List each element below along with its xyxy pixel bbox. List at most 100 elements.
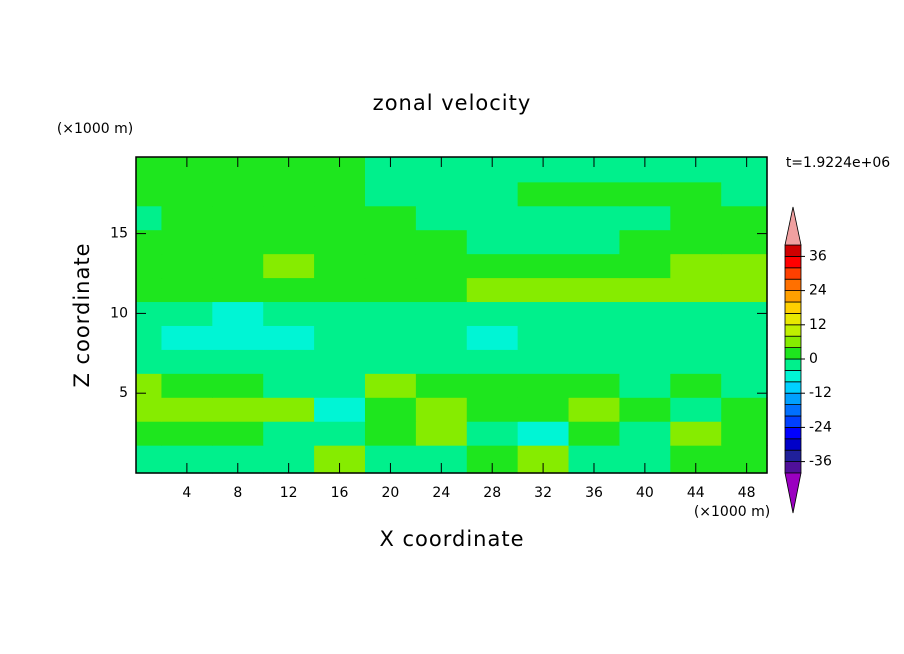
- contour-cell: [568, 373, 621, 398]
- contour-cell: [415, 301, 468, 326]
- contour-cell: [568, 181, 621, 207]
- contour-cell: [517, 253, 570, 279]
- contour-cell: [212, 181, 264, 207]
- contour-cell: [314, 421, 366, 446]
- contour-cell: [517, 205, 570, 231]
- contour-cell: [568, 349, 621, 374]
- contour-cell: [136, 181, 163, 207]
- contour-cell: [212, 205, 264, 231]
- colorbar-band: [784, 335, 802, 349]
- x-tick-label: 28: [483, 485, 501, 501]
- contour-cell: [670, 397, 722, 422]
- contour-cell: [619, 301, 671, 326]
- contour-cell: [263, 349, 315, 374]
- contour-cell: [263, 181, 315, 207]
- colorbar-band: [784, 404, 802, 417]
- contour-cell: [161, 205, 213, 231]
- contour-cell: [619, 397, 671, 422]
- colorbar-band: [784, 369, 802, 383]
- y-tick-label: 5: [119, 385, 128, 401]
- contour-cell: [212, 325, 264, 350]
- contour-cell: [466, 301, 519, 326]
- contour-cell: [415, 349, 468, 374]
- contour-cell: [263, 205, 315, 231]
- contour-cell: [161, 349, 213, 374]
- contour-cell: [721, 277, 768, 303]
- contour-cell: [364, 421, 417, 446]
- contour-cell: [721, 157, 768, 183]
- contour-cell: [364, 349, 417, 374]
- colorbar-band: [784, 347, 802, 360]
- contour-cell: [670, 253, 722, 279]
- contour-cell: [670, 325, 722, 350]
- contour-cell: [517, 229, 570, 255]
- contour-cell: [568, 325, 621, 350]
- contour-cell: [466, 421, 519, 446]
- contour-cell: [364, 181, 417, 207]
- contour-cell: [415, 397, 468, 422]
- contour-cell: [136, 325, 163, 350]
- contour-cell: [466, 205, 519, 231]
- contour-cell: [314, 253, 366, 279]
- contour-cell: [466, 349, 519, 374]
- colorbar-band: [784, 449, 802, 463]
- contour-cell: [517, 277, 570, 303]
- contour-cell: [314, 205, 366, 231]
- contour-cell: [517, 301, 570, 326]
- contour-cell: [212, 301, 264, 326]
- contour-cell: [721, 325, 768, 350]
- contour-cell: [263, 301, 315, 326]
- contour-cell: [568, 397, 621, 422]
- colorbar-band: [784, 426, 802, 440]
- colorbar-tick-label: 24: [809, 283, 827, 299]
- contour-cell: [619, 253, 671, 279]
- colorbar-band: [784, 358, 802, 371]
- colorbar-tick-label: 0: [809, 351, 818, 367]
- contour-cell: [466, 253, 519, 279]
- colorbar-tick-label: 12: [809, 317, 827, 333]
- contour-cell: [568, 421, 621, 446]
- colorbar-over: [784, 206, 802, 246]
- x-axis-label: X coordinate: [379, 527, 524, 551]
- contour-cell: [136, 157, 163, 183]
- contour-cell: [314, 301, 366, 326]
- contour-cell: [136, 253, 163, 279]
- contour-cell: [212, 229, 264, 255]
- x-tick-label: 20: [382, 485, 400, 501]
- contour-cell: [721, 421, 768, 446]
- colorbar-band: [784, 255, 802, 269]
- y-tick-label: 10: [110, 305, 128, 321]
- contour-cell: [364, 325, 417, 350]
- contour-cell: [314, 397, 366, 422]
- contour-cell: [721, 349, 768, 374]
- x-tick-label: 4: [182, 485, 191, 501]
- contour-cell: [314, 349, 366, 374]
- contour-cell: [517, 325, 570, 350]
- contour-cell: [136, 373, 163, 398]
- contour-cell: [619, 205, 671, 231]
- x-tick-label: 48: [738, 485, 756, 501]
- contour-cell: [263, 325, 315, 350]
- contour-cell: [263, 421, 315, 446]
- colorbar-band: [784, 267, 802, 280]
- contour-cell: [364, 397, 417, 422]
- contour-cell: [466, 181, 519, 207]
- x-tick-label: 32: [534, 485, 552, 501]
- contour-cell: [721, 205, 768, 231]
- contour-cell: [263, 373, 315, 398]
- contour-cell: [466, 373, 519, 398]
- contour-cell: [364, 253, 417, 279]
- contour-cell: [721, 373, 768, 398]
- time-label: t=1.9224e+06: [786, 155, 890, 171]
- contour-cell: [466, 229, 519, 255]
- contour-cell: [568, 277, 621, 303]
- colorbar-tick-label: 36: [809, 248, 827, 264]
- contour-cell: [263, 229, 315, 255]
- y-unit: (×1000 m): [57, 121, 133, 137]
- colorbar-band: [784, 438, 802, 451]
- contour-cell: [136, 349, 163, 374]
- contour-cell: [619, 277, 671, 303]
- contour-cell: [619, 229, 671, 255]
- contour-cell: [415, 253, 468, 279]
